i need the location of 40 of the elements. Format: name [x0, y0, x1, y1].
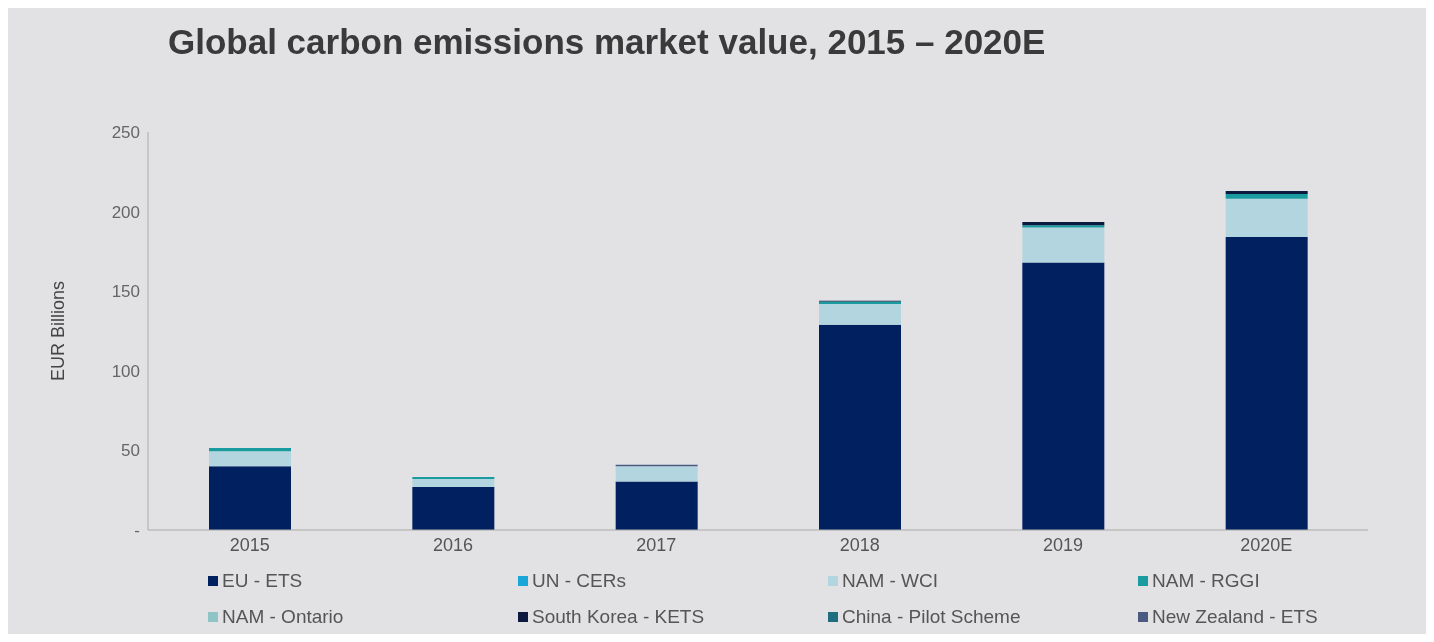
bar [1225, 198, 1308, 238]
x-tick-label: 2020E [1240, 534, 1293, 555]
legend-label: NAM - WCI [842, 570, 939, 592]
bar [412, 479, 495, 488]
legend-label: South Korea - KETS [532, 606, 705, 628]
legend-label: New Zealand - ETS [1152, 606, 1318, 628]
x-tick-label: 2017 [636, 534, 677, 555]
bar [1022, 225, 1105, 228]
x-tick-label: 2019 [1042, 534, 1084, 555]
x-tick-label: 2018 [839, 534, 880, 555]
bar [1022, 227, 1105, 263]
chart-title: Global carbon emissions market value, 2015 – 2020E [168, 22, 1047, 62]
y-tick-label: - [134, 521, 140, 541]
legend-label: China - Pilot Scheme [842, 606, 1021, 628]
y-axis-title: EUR Billions [48, 280, 69, 382]
bar [209, 451, 291, 467]
legend-label: NAM - RGGI [1152, 570, 1260, 592]
y-tick-label: 50 [121, 441, 140, 461]
bar [209, 466, 291, 530]
bar [1022, 221, 1105, 226]
legend-label: NAM - Ontario [222, 606, 344, 628]
bar [819, 303, 901, 325]
bar [819, 324, 901, 530]
y-tick-label: 200 [111, 202, 140, 222]
y-tick-label: 250 [111, 123, 140, 143]
bar [615, 481, 698, 530]
bar [412, 487, 495, 530]
y-tick-label: 100 [111, 361, 140, 381]
bar [1225, 190, 1308, 195]
y-tick-label: 150 [111, 282, 140, 302]
bar [1225, 194, 1308, 199]
bar [412, 476, 495, 480]
legend-label: EU - ETS [222, 570, 303, 592]
bar [209, 448, 291, 452]
bar [615, 466, 698, 482]
legend-label: UN - CERs [532, 570, 626, 592]
bar [1225, 237, 1308, 530]
bar [1022, 262, 1105, 530]
x-tick-label: 2016 [432, 534, 474, 555]
x-tick-label: 2015 [229, 534, 270, 555]
